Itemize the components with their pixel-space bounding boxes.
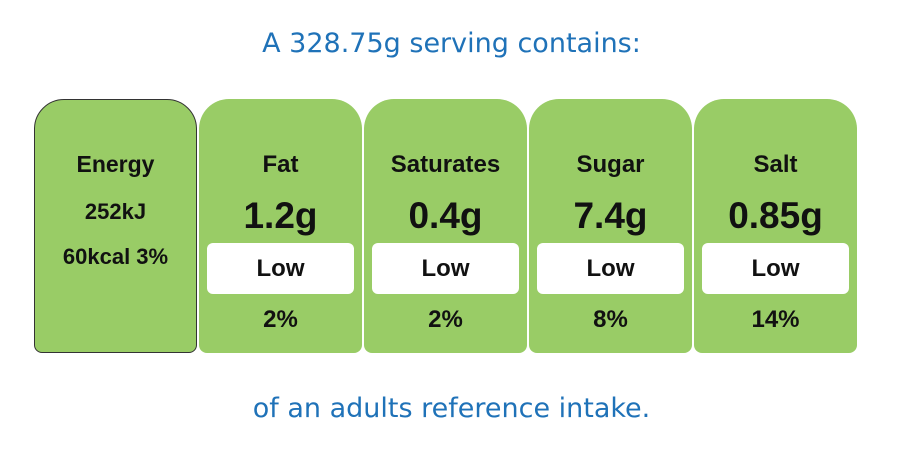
nutrient-percent: 2%: [263, 306, 298, 333]
footer-text: of an adults reference intake.: [252, 393, 651, 424]
energy-panel: Energy 252kJ 60kcal 3%: [34, 99, 197, 353]
energy-label: Energy: [76, 151, 155, 177]
nutrient-panel: Salt 0.85g Low 14%: [694, 99, 857, 353]
nutrient-level: Low: [421, 255, 470, 282]
nutrient-name: Saturates: [390, 151, 501, 178]
header-title: A 328.75g serving contains:: [262, 28, 641, 59]
level-box: Low: [207, 243, 354, 294]
level-box: Low: [702, 243, 849, 294]
nutrient-percent: 2%: [428, 306, 463, 333]
level-box: Low: [372, 243, 519, 294]
nutrient-name: Fat: [262, 151, 299, 178]
nutrient-amount: 0.85g: [728, 195, 823, 236]
level-box: Low: [537, 243, 684, 294]
nutrient-name: Salt: [753, 151, 798, 178]
nutrient-percent: 8%: [593, 306, 628, 333]
nutrient-amount: 1.2g: [243, 195, 318, 236]
nutrient-amount: 0.4g: [408, 195, 483, 236]
nutrient-panel: Saturates 0.4g Low 2%: [364, 99, 527, 353]
nutrient-panel: Fat 1.2g Low 2%: [199, 99, 362, 353]
nutrient-panel: Sugar 7.4g Low 8%: [529, 99, 692, 353]
energy-kj: 252kJ: [84, 199, 147, 224]
energy-kcal: 60kcal 3%: [62, 244, 169, 269]
nutrient-level: Low: [586, 255, 635, 282]
nutrient-amount: 7.4g: [573, 195, 648, 236]
nutrient-level: Low: [256, 255, 305, 282]
nutrient-name: Sugar: [576, 151, 645, 178]
nutrient-level: Low: [751, 255, 800, 282]
nutrient-percent: 14%: [751, 306, 800, 333]
